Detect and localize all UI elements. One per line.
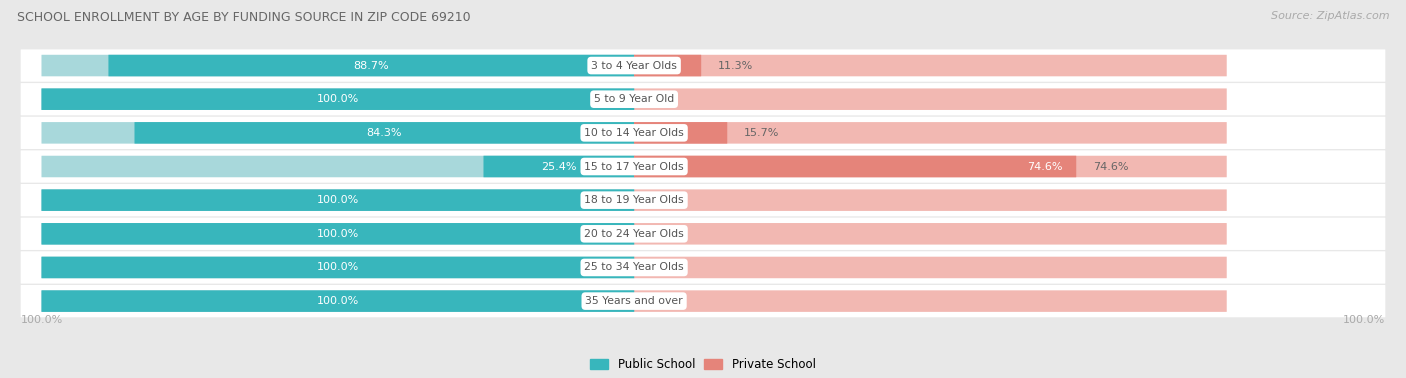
FancyBboxPatch shape <box>634 55 702 76</box>
FancyBboxPatch shape <box>21 218 1385 250</box>
Text: SCHOOL ENROLLMENT BY AGE BY FUNDING SOURCE IN ZIP CODE 69210: SCHOOL ENROLLMENT BY AGE BY FUNDING SOUR… <box>17 11 471 24</box>
FancyBboxPatch shape <box>21 251 1385 284</box>
FancyBboxPatch shape <box>21 117 1385 149</box>
Text: 10 to 14 Year Olds: 10 to 14 Year Olds <box>585 128 683 138</box>
Text: 3 to 4 Year Olds: 3 to 4 Year Olds <box>591 60 678 71</box>
Text: 15 to 17 Year Olds: 15 to 17 Year Olds <box>585 161 683 172</box>
FancyBboxPatch shape <box>21 184 1385 216</box>
FancyBboxPatch shape <box>135 122 634 144</box>
Text: 84.3%: 84.3% <box>367 128 402 138</box>
Text: 100.0%: 100.0% <box>316 296 359 306</box>
Text: 100.0%: 100.0% <box>316 229 359 239</box>
Text: 25 to 34 Year Olds: 25 to 34 Year Olds <box>585 262 683 273</box>
FancyBboxPatch shape <box>42 55 634 76</box>
Legend: Public School, Private School: Public School, Private School <box>586 354 820 376</box>
FancyBboxPatch shape <box>634 156 1076 177</box>
FancyBboxPatch shape <box>634 88 1226 110</box>
FancyBboxPatch shape <box>42 257 634 278</box>
Text: 100.0%: 100.0% <box>21 314 63 325</box>
Text: 100.0%: 100.0% <box>316 262 359 273</box>
Text: 88.7%: 88.7% <box>353 60 389 71</box>
Text: 74.6%: 74.6% <box>1092 161 1128 172</box>
Text: 0.0%: 0.0% <box>651 296 679 306</box>
FancyBboxPatch shape <box>634 156 1226 177</box>
Text: 5 to 9 Year Old: 5 to 9 Year Old <box>593 94 675 104</box>
FancyBboxPatch shape <box>42 290 634 312</box>
Text: 0.0%: 0.0% <box>651 262 679 273</box>
Text: 100.0%: 100.0% <box>316 94 359 104</box>
Text: 18 to 19 Year Olds: 18 to 19 Year Olds <box>585 195 683 205</box>
FancyBboxPatch shape <box>42 88 634 110</box>
Text: 15.7%: 15.7% <box>744 128 779 138</box>
FancyBboxPatch shape <box>634 122 1226 144</box>
FancyBboxPatch shape <box>42 223 634 245</box>
Text: 20 to 24 Year Olds: 20 to 24 Year Olds <box>585 229 683 239</box>
FancyBboxPatch shape <box>21 83 1385 115</box>
Text: 74.6%: 74.6% <box>1026 161 1063 172</box>
Text: 0.0%: 0.0% <box>651 229 679 239</box>
FancyBboxPatch shape <box>42 122 634 144</box>
FancyBboxPatch shape <box>42 156 634 177</box>
FancyBboxPatch shape <box>42 290 634 312</box>
FancyBboxPatch shape <box>634 122 727 144</box>
FancyBboxPatch shape <box>484 156 634 177</box>
FancyBboxPatch shape <box>42 88 634 110</box>
Text: Source: ZipAtlas.com: Source: ZipAtlas.com <box>1271 11 1389 21</box>
Text: 100.0%: 100.0% <box>316 195 359 205</box>
FancyBboxPatch shape <box>42 189 634 211</box>
FancyBboxPatch shape <box>42 257 634 278</box>
FancyBboxPatch shape <box>634 223 1226 245</box>
FancyBboxPatch shape <box>634 290 1226 312</box>
Text: 0.0%: 0.0% <box>651 94 679 104</box>
Text: 100.0%: 100.0% <box>1343 314 1385 325</box>
FancyBboxPatch shape <box>634 55 1226 76</box>
FancyBboxPatch shape <box>108 55 634 76</box>
FancyBboxPatch shape <box>21 50 1385 82</box>
FancyBboxPatch shape <box>42 189 634 211</box>
FancyBboxPatch shape <box>634 189 1226 211</box>
Text: 0.0%: 0.0% <box>651 195 679 205</box>
Text: 11.3%: 11.3% <box>717 60 752 71</box>
Text: 25.4%: 25.4% <box>541 161 576 172</box>
FancyBboxPatch shape <box>21 150 1385 183</box>
FancyBboxPatch shape <box>42 223 634 245</box>
Text: 35 Years and over: 35 Years and over <box>585 296 683 306</box>
FancyBboxPatch shape <box>21 285 1385 317</box>
FancyBboxPatch shape <box>634 257 1226 278</box>
